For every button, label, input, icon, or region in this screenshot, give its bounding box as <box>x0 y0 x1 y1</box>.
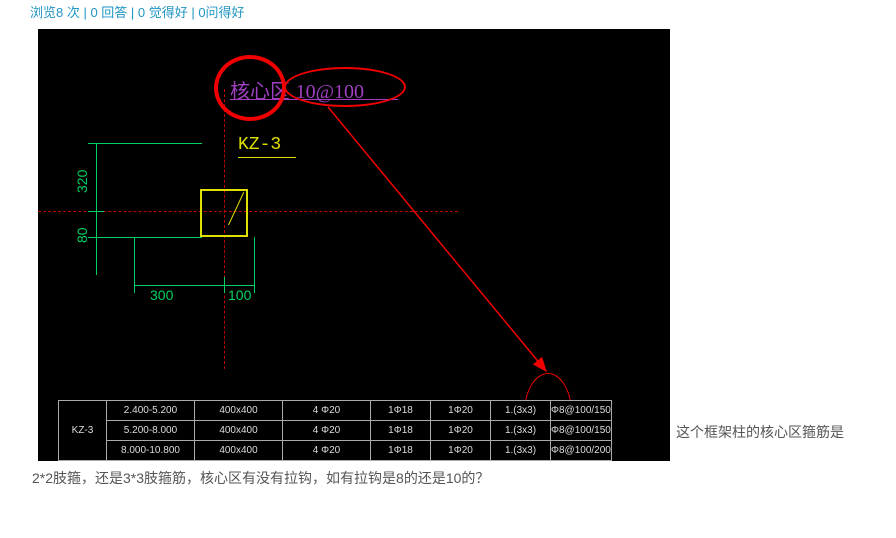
annotation-ellipse <box>284 67 406 107</box>
table-cell: 400x400 <box>195 401 283 421</box>
dim-ext <box>96 237 202 238</box>
dim-80: 80 <box>74 227 90 243</box>
dim-tick <box>224 277 225 293</box>
table-cell: 1Φ18 <box>371 441 431 461</box>
dim-320: 320 <box>74 170 90 193</box>
table-cell: 400x400 <box>195 441 283 461</box>
table-cell: 1.(3x3) <box>491 441 551 461</box>
dim-ext <box>134 237 135 285</box>
table-label: KZ-3 <box>59 401 107 461</box>
table-cell: 1Φ20 <box>431 401 491 421</box>
dim-ext <box>254 237 255 285</box>
table-cell: 4 Φ20 <box>283 441 371 461</box>
cad-figure: KZ-3 320 80 300 100 核心区 10@100 <box>38 29 670 461</box>
table-cell: 8.000-10.800 <box>107 441 195 461</box>
table-cell: Φ8@100/150 <box>551 421 612 441</box>
table-cell: Φ8@100/150 <box>551 401 612 421</box>
table-cell: 1.(3x3) <box>491 421 551 441</box>
dim-ext <box>96 143 202 144</box>
table-cell: 400x400 <box>195 421 283 441</box>
table-cell: 5.200-8.000 <box>107 421 195 441</box>
dim-tick <box>88 211 104 212</box>
table-cell: 1Φ20 <box>431 421 491 441</box>
dim-100: 100 <box>228 287 251 303</box>
table-cell: 4 Φ20 <box>283 401 371 421</box>
table-cell: 1.(3x3) <box>491 401 551 421</box>
side-question-text: 这个框架柱的核心区箍筋是 <box>676 421 844 443</box>
table-cell: Φ8@100/200 <box>551 441 612 461</box>
annotation-circle-main <box>214 55 286 121</box>
kz-label: KZ-3 <box>238 135 281 155</box>
leader-line-h <box>238 157 296 158</box>
dim-300: 300 <box>150 287 173 303</box>
table-cell: 2.400-5.200 <box>107 401 195 421</box>
dim-h-line <box>134 285 254 286</box>
rebar-table: KZ-32.400-5.200400x4004 Φ201Φ181Φ201.(3x… <box>58 400 612 461</box>
table-cell: 4 Φ20 <box>283 421 371 441</box>
dim-v-line <box>96 143 97 275</box>
question-text: 2*2肢箍，还是3*3肢箍筋，核心区有没有拉钩，如有拉钩是8的还是10的？ <box>32 467 886 489</box>
table-cell: 1Φ18 <box>371 401 431 421</box>
table-cell: 1Φ18 <box>371 421 431 441</box>
post-meta: 浏览8 次 | 0 回答 | 0 觉得好 | 0问得好 <box>30 2 886 21</box>
table-cell: 1Φ20 <box>431 441 491 461</box>
